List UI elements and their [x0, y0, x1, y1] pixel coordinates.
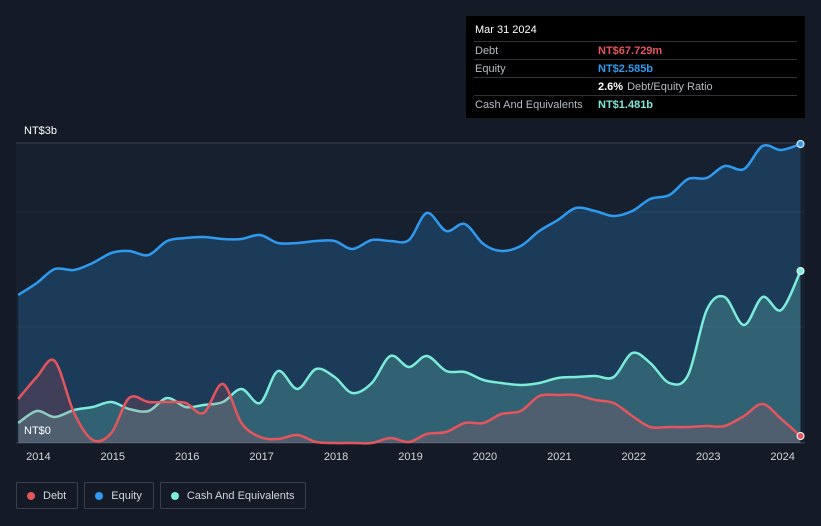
cash-and-equivalents-end-marker[interactable] — [796, 267, 805, 275]
cash-and-equivalents-line — [17, 270, 802, 425]
y-axis-bottom-label: NT$0 — [24, 425, 51, 437]
legend-label-equity: Equity — [111, 489, 142, 502]
tooltip-date: Mar 31 2024 — [475, 24, 537, 36]
x-tick-label: 2015 — [100, 451, 125, 463]
legend-label-cash: Cash And Equivalents — [186, 489, 295, 502]
x-tick-label: 2014 — [26, 451, 51, 463]
tooltip-ratio-caption: Debt/Equity Ratio — [627, 80, 713, 93]
x-tick-label: 2020 — [472, 451, 498, 463]
x-tick-label: 2022 — [621, 451, 647, 463]
x-tick-label: 2023 — [695, 451, 721, 463]
tooltip-row-ratio: 2.6% Debt/Equity Ratio — [474, 77, 797, 95]
tooltip-row-debt: Debt NT$67.729m — [474, 41, 797, 59]
tooltip-value-equity: NT$2.585b — [598, 62, 654, 75]
legend-item-debt[interactable]: Debt — [16, 482, 79, 509]
tooltip-panel: Mar 31 2024 Debt NT$67.729m Equity NT$2.… — [466, 16, 805, 118]
equity-area — [18, 144, 801, 443]
legend-dot-debt — [27, 491, 35, 500]
legend-item-cash[interactable]: Cash And Equivalents — [159, 482, 307, 509]
x-tick-label: 2016 — [174, 451, 200, 463]
legend-dot-cash — [170, 491, 179, 500]
x-tick-label: 2018 — [323, 451, 349, 463]
x-tick-label: 2021 — [547, 451, 572, 463]
legend-item-equity[interactable]: Equity — [84, 482, 154, 509]
equity-line — [17, 142, 801, 297]
debt-line — [17, 358, 802, 445]
x-tick-label: 2024 — [770, 451, 795, 463]
debt-area — [18, 359, 801, 444]
tooltip-label-equity: Equity — [475, 62, 506, 75]
legend: Debt Equity Cash And Equivalents — [16, 482, 307, 509]
equity-end-marker[interactable] — [796, 140, 805, 148]
debt-end-marker[interactable] — [796, 432, 805, 440]
tooltip-row-equity: Equity NT$2.585b — [474, 59, 797, 77]
tooltip-row-cash: Cash And Equivalents NT$1.481b — [474, 95, 797, 113]
x-tick-label: 2017 — [249, 451, 274, 463]
tooltip-value-ratio: 2.6% — [598, 80, 624, 93]
y-axis-top-label: NT$3b — [24, 125, 58, 137]
legend-dot-equity — [95, 491, 104, 500]
x-tick-label: 2019 — [398, 451, 423, 463]
tooltip-label-debt: Debt — [475, 44, 499, 57]
tooltip-value-cash: NT$1.481b — [598, 98, 654, 111]
tooltip-label-cash: Cash And Equivalents — [475, 98, 583, 111]
tooltip-value-debt: NT$67.729m — [598, 44, 663, 57]
legend-label-debt: Debt — [43, 489, 67, 502]
